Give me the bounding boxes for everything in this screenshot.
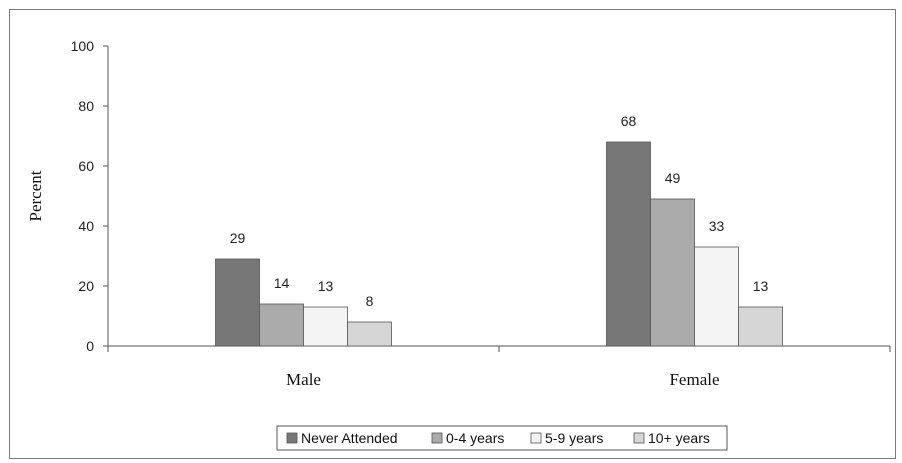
bar [606,141,651,347]
y-tick-label: 0 [86,338,94,354]
chart-frame [9,9,896,459]
data-label: 14 [274,275,290,291]
legend-label: 0-4 years [446,430,504,446]
legend-swatch [530,432,542,444]
data-label: 68 [621,113,637,129]
legend: Never Attended 0-4 years 5-9 years 10+ year… [276,425,728,451]
bar [215,258,260,347]
legend-swatch [286,432,298,444]
data-labels: 29 14 13 8 68 49 33 13 [230,113,769,309]
data-label: 8 [366,293,374,309]
bars [215,141,783,347]
data-label: 49 [665,170,681,186]
y-tick-label: 20 [78,278,94,294]
bar [303,306,348,347]
legend-label: Never Attended [301,430,398,446]
legend-box [276,425,728,451]
data-label: 29 [230,230,246,246]
y-axis-label: Percent [26,170,45,221]
legend-swatch [633,432,645,444]
bar [738,306,783,347]
legend-label: 5-9 years [545,430,603,446]
y-tick-label: 80 [78,98,94,114]
y-tick-label: 40 [78,218,94,234]
x-category-label: Male [286,370,321,389]
bar [347,321,392,347]
y-tick-label: 60 [78,158,94,174]
data-label: 33 [709,218,725,234]
bar [259,303,304,347]
bar [694,246,739,347]
x-category-label: Female [669,370,719,389]
y-tick-label: 100 [71,38,95,54]
legend-swatch [431,432,443,444]
data-label: 13 [753,278,769,294]
legend-label: 10+ years [648,430,710,446]
bar [650,198,695,347]
data-label: 13 [318,278,334,294]
